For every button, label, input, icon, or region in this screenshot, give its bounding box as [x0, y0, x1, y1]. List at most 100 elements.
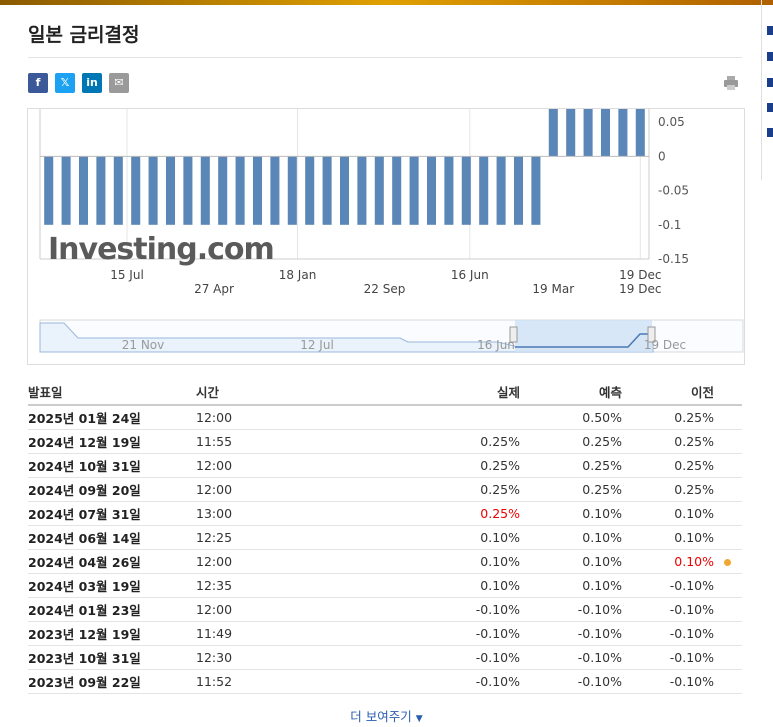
show-more-link[interactable]: 더 보여주기 ▼ — [0, 706, 773, 725]
cell-time: 11:49 — [196, 621, 356, 646]
cell-date: 2023년 12월 19일 — [28, 621, 196, 646]
cell-date: 2024년 09월 20일 — [28, 477, 196, 502]
cell-forecast: 0.25% — [520, 453, 622, 478]
header-date[interactable]: 발표일 — [28, 378, 196, 406]
cell-status — [714, 621, 742, 646]
chart-bar — [165, 156, 176, 225]
chart-bar — [583, 88, 593, 157]
chart-bar — [305, 156, 315, 225]
right-sidebar-edge — [761, 0, 773, 180]
cell-previous: 0.25% — [622, 405, 714, 430]
x-twitter-icon[interactable]: 𝕏 — [55, 73, 75, 93]
chart-bar — [461, 156, 471, 225]
y-tick-label: 0 — [658, 149, 666, 163]
navigator-series-line — [515, 333, 653, 348]
cell-date: 2023년 10월 31일 — [28, 645, 196, 670]
cell-time: 11:55 — [196, 429, 356, 454]
chart-bar — [44, 156, 54, 225]
chart-bar — [235, 156, 245, 225]
cell-previous: 0.25% — [622, 453, 714, 478]
y-tick-label: -0.1 — [658, 218, 681, 232]
cell-time: 12:00 — [196, 405, 356, 430]
cell-time: 12:30 — [196, 645, 356, 670]
top-accent-bar — [0, 0, 773, 5]
cell-time: 12:00 — [196, 453, 356, 478]
cell-actual — [356, 405, 520, 430]
cell-time: 12:35 — [196, 573, 356, 598]
cell-forecast: 0.50% — [520, 405, 622, 430]
chart-bar — [635, 88, 645, 157]
x-tick-label: 22 Sep — [364, 282, 406, 296]
chart-bar — [113, 156, 123, 225]
cell-time: 12:00 — [196, 549, 356, 574]
chart-bar — [270, 156, 280, 225]
x-tick-label: 15 Jul — [110, 268, 144, 282]
chart-bar — [218, 156, 228, 225]
x-tick-label: 27 Apr — [194, 282, 234, 296]
navigator-label: 12 Jul — [300, 338, 334, 352]
cell-forecast: -0.10% — [520, 597, 622, 622]
chart-bar — [339, 156, 350, 225]
table-row: 2024년 07월 31일 13:00 0.25% 0.10% 0.10% — [28, 501, 742, 526]
cell-actual: 0.10% — [356, 549, 520, 574]
chart-bar — [322, 156, 332, 225]
chart-bar — [618, 88, 628, 157]
cell-actual: 0.10% — [356, 525, 520, 550]
chart-bar — [548, 88, 558, 157]
cell-previous: 0.10% — [622, 525, 714, 550]
cell-status — [714, 573, 742, 598]
cell-previous: 0.10% — [622, 501, 714, 526]
y-tick-label: -0.15 — [658, 252, 689, 266]
header-previous[interactable]: 이전 — [622, 378, 714, 406]
cell-actual: -0.10% — [356, 597, 520, 622]
table-row: 2024년 01월 23일 12:00 -0.10% -0.10% -0.10% — [28, 597, 742, 622]
chart-bar — [409, 156, 419, 225]
cell-forecast: 0.25% — [520, 429, 622, 454]
show-more-label: 더 보여주기 — [350, 709, 412, 724]
table-row: 2023년 10월 31일 12:30 -0.10% -0.10% -0.10% — [28, 645, 742, 670]
chart-bar — [426, 156, 437, 225]
chart-bar — [531, 156, 541, 225]
cell-actual: 0.25% — [356, 501, 520, 526]
header-actual[interactable]: 실제 — [356, 378, 520, 406]
chart-bar — [287, 156, 297, 225]
print-icon[interactable] — [723, 75, 739, 91]
chart-bar — [479, 156, 489, 225]
x-tick-label: 18 Jan — [279, 268, 317, 282]
chart-container: 0.05 0 -0.05 -0.1 -0.15 Investing.com 15 Jul 18… — [27, 88, 745, 365]
chart-bar — [61, 156, 71, 225]
cell-status — [714, 453, 742, 478]
chart-bar — [200, 156, 210, 225]
header-time[interactable]: 시간 — [196, 378, 356, 406]
cell-forecast: -0.10% — [520, 669, 622, 694]
cell-actual: -0.10% — [356, 645, 520, 670]
page-title: 일본 금리결정 — [28, 24, 140, 46]
cell-previous: -0.10% — [622, 597, 714, 622]
cell-previous: -0.10% — [622, 645, 714, 670]
cell-previous: -0.10% — [622, 621, 714, 646]
facebook-icon[interactable]: f — [28, 73, 48, 93]
chart-bar — [444, 156, 454, 225]
x-tick-label: 19 Dec — [619, 282, 661, 296]
table-row: 2024년 09월 20일 12:00 0.25% 0.25% 0.25% — [28, 477, 742, 502]
cell-date: 2025년 01월 24일 — [28, 405, 196, 430]
chart-bar — [96, 156, 106, 225]
cell-date: 2024년 06월 14일 — [28, 525, 196, 550]
linkedin-icon[interactable]: in — [82, 73, 102, 93]
header-forecast[interactable]: 예측 — [520, 378, 622, 406]
chart-bar — [600, 88, 611, 157]
email-icon[interactable]: ✉ — [109, 73, 129, 93]
cell-status — [714, 477, 742, 502]
table-row: 2023년 09월 22일 11:52 -0.10% -0.10% -0.10% — [28, 669, 742, 694]
cell-actual: 0.25% — [356, 453, 520, 478]
cell-date: 2024년 07월 31일 — [28, 501, 196, 526]
chart-bar — [392, 156, 402, 225]
y-tick-label: 0.05 — [658, 115, 685, 129]
cell-previous: -0.10% — [622, 669, 714, 694]
cell-previous: 0.25% — [622, 429, 714, 454]
cell-status — [714, 597, 742, 622]
chart-bar — [496, 156, 506, 225]
history-table: 발표일 시간 실제 예측 이전 2025년 01월 24일 12:00 0.50% 0… — [28, 378, 742, 694]
chart-bar — [78, 156, 89, 225]
